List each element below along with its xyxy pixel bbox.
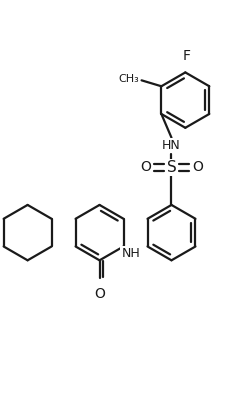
Text: S: S <box>166 160 176 175</box>
Text: O: O <box>94 287 104 301</box>
Text: O: O <box>191 160 202 174</box>
Text: O: O <box>140 160 150 174</box>
Text: NH: NH <box>121 247 140 260</box>
Text: HN: HN <box>162 139 180 152</box>
Text: CH₃: CH₃ <box>118 74 139 84</box>
Text: F: F <box>182 49 190 62</box>
